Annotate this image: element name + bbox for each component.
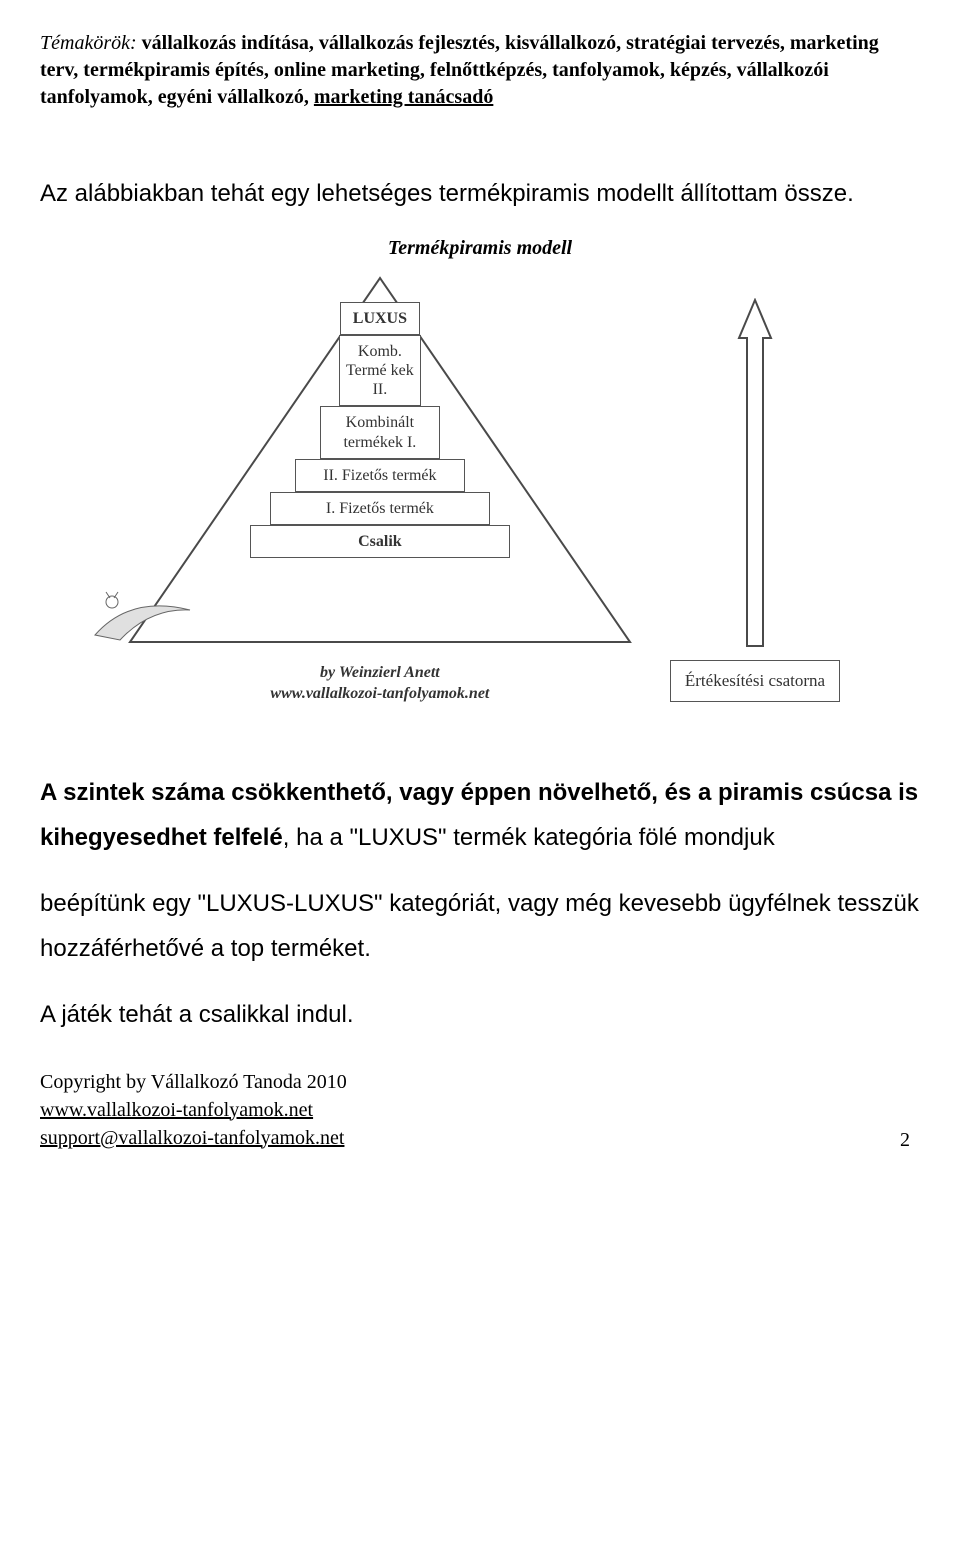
- swoosh-icon: [90, 590, 200, 650]
- pyramid-diagram: Termékpiramis modell LUXUS Komb. Termé k…: [40, 237, 920, 710]
- footer-site-link: www.vallalkozoi-tanfolyamok.net: [40, 1099, 313, 1121]
- credit-author: by Weinzierl Anett: [320, 664, 440, 681]
- footer-email-link: support@vallalkozoi-tanfolyamok.net: [40, 1127, 344, 1149]
- topic-last-link: marketing tanácsadó: [314, 86, 493, 108]
- page-number: 2: [900, 1129, 920, 1152]
- pyramid-column: LUXUS Komb. Termé kek II. Kombinált term…: [120, 270, 640, 710]
- channel-label: Értékesítési csatorna: [670, 660, 840, 702]
- para2-rest: , ha a "LUXUS" termék kategória fölé mon…: [283, 824, 775, 851]
- level-fiz2: II. Fizetős termék: [295, 459, 465, 492]
- page-footer: Copyright by Vállalkozó Tanoda 2010 www.…: [40, 1068, 920, 1152]
- arrow-up-icon: [737, 298, 773, 648]
- topic-label: Témakörök:: [40, 32, 137, 54]
- level-komb1: Kombinált termékek I.: [320, 406, 440, 458]
- credit-url: www.vallalkozoi-tanfolyamok.net: [270, 685, 489, 702]
- topic-header: Témakörök: vállalkozás indítása, vállalk…: [40, 30, 920, 111]
- pyramid-levels: LUXUS Komb. Termé kek II. Kombinált term…: [250, 302, 510, 559]
- diagram-title: Termékpiramis modell: [40, 237, 920, 260]
- diagram-credit: by Weinzierl Anett www.vallalkozoi-tanfo…: [270, 663, 489, 705]
- footer-copyright: Copyright by Vállalkozó Tanoda 2010: [40, 1071, 347, 1093]
- paragraph-2: A szintek száma csökkenthető, vagy éppen…: [40, 770, 920, 861]
- channel-column: Értékesítési csatorna: [670, 298, 840, 702]
- level-komb2: Komb. Termé kek II.: [339, 335, 421, 407]
- intro-paragraph: Az alábbiakban tehát egy lehetséges term…: [40, 171, 920, 217]
- paragraph-4: A játék tehát a csalikkal indul.: [40, 992, 920, 1038]
- level-luxus: LUXUS: [340, 302, 420, 335]
- level-fiz1: I. Fizetős termék: [270, 492, 490, 525]
- level-csalik: Csalik: [250, 525, 510, 558]
- paragraph-3: beépítünk egy "LUXUS-LUXUS" kategóriát, …: [40, 881, 920, 972]
